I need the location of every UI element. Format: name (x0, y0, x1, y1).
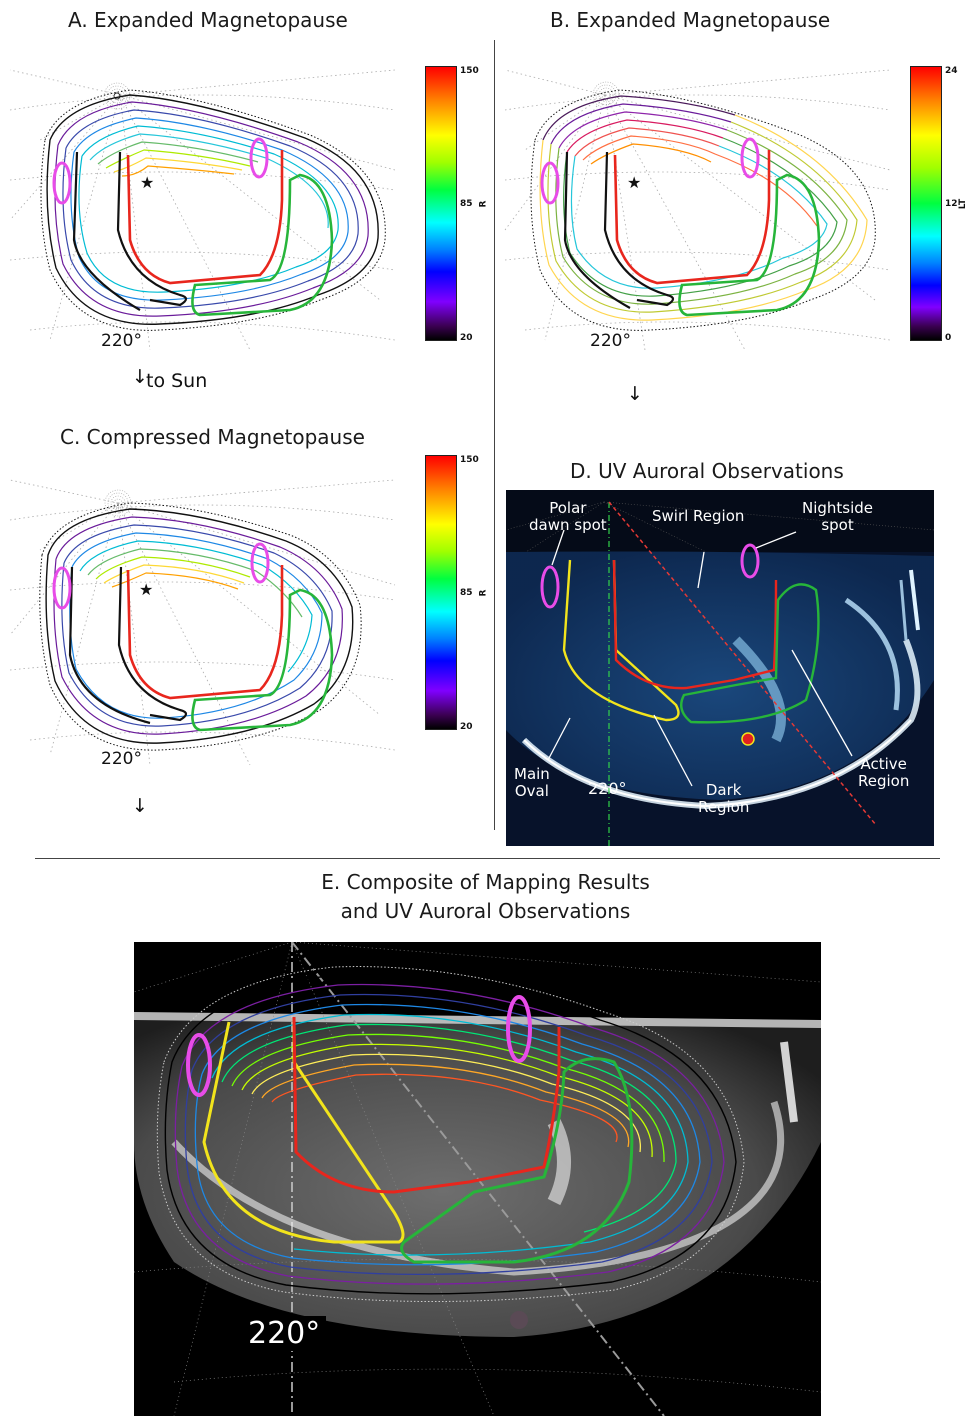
panel-b-title: B. Expanded Magnetopause (550, 8, 831, 32)
panel-c-map: ★ (9, 479, 396, 766)
nightside-spot-marker (740, 543, 760, 579)
nightside-spot-label: Nightside spot (802, 499, 874, 534)
panel-a-colorbar-tick-max: 150 (460, 66, 479, 76)
panel-b-map: ★ (504, 69, 891, 351)
sun-direction-arrow-icon: ↓ (132, 366, 148, 388)
polar-dawn-spot-marker (540, 565, 560, 609)
panel-e-angle-label: 220° (242, 1316, 327, 1351)
panel-a-colorbar-label: R (478, 200, 489, 208)
panel-c-title: C. Compressed Magnetopause (60, 425, 365, 449)
panel-e-title-line2: and UV Auroral Observations (340, 899, 631, 923)
panel-a-colorbar (425, 66, 457, 341)
panel-a-colorbar-tick-mid: 85 (460, 199, 473, 209)
star-marker-icon: ★ (627, 173, 641, 192)
panel-a-title: A. Expanded Magnetopause (68, 8, 348, 32)
horizontal-divider (35, 858, 940, 859)
panel-c-colorbar (425, 455, 457, 730)
panel-d-uv-image: Polar dawn spot Swirl Region Nightside s… (506, 490, 934, 846)
panel-c-sun-arrow-icon: ↓ (132, 795, 148, 817)
nightside-spot-marker (506, 995, 532, 1063)
panel-b-colorbar (910, 66, 942, 341)
sun-direction-label: to Sun (146, 370, 208, 392)
panel-b-colorbar-label: LT (958, 198, 969, 210)
panel-d-title: D. UV Auroral Observations (570, 459, 844, 483)
panel-d-angle-label: 220° (588, 779, 627, 798)
nightside-spot-marker (249, 137, 269, 179)
main-oval-label: Main Oval (514, 765, 550, 800)
panel-b-colorbar-tick-min: 0 (945, 333, 952, 343)
panel-c-colorbar-tick-min: 20 (460, 722, 473, 732)
panel-c-colorbar-label: R (478, 589, 489, 597)
nightside-spot-marker (250, 542, 270, 584)
polar-dawn-spot-marker (52, 566, 72, 610)
pole-marker-icon (113, 92, 121, 100)
footprint-dot-icon (741, 732, 755, 746)
nightside-spot-marker (740, 137, 760, 179)
panel-a-colorbar-tick-min: 20 (460, 333, 473, 343)
polar-dawn-spot-label: Polar dawn spot (529, 499, 607, 534)
star-marker-icon: ★ (140, 173, 154, 192)
dark-region-label: Dark Region (698, 781, 750, 816)
panel-c-colorbar-tick-max: 150 (460, 455, 479, 465)
active-region-label: Active Region (858, 755, 910, 790)
panel-b-colorbar-tick-mid: 12 (945, 199, 958, 209)
panel-c-angle-label: 220° (101, 749, 142, 769)
footprint-dot-icon (510, 1311, 528, 1329)
panel-e-composite-image: 220° (134, 942, 821, 1416)
polar-dawn-spot-marker (540, 161, 560, 205)
panel-b-angle-label: 220° (590, 331, 631, 351)
vertical-divider (494, 40, 495, 830)
panel-e-title-line1: E. Composite of Mapping Results (321, 870, 650, 894)
polar-dawn-spot-marker (52, 161, 72, 205)
panel-a-angle-label: 220° (101, 331, 142, 351)
polar-dawn-spot-marker (186, 1033, 212, 1097)
panel-c-colorbar-tick-mid: 85 (460, 588, 473, 598)
panel-a-map: ★ (9, 69, 396, 351)
swirl-region-label: Swirl Region (652, 507, 745, 525)
panel-b-sun-arrow-icon: ↓ (627, 383, 643, 405)
panel-b-colorbar-tick-max: 24 (945, 66, 958, 76)
star-marker-icon: ★ (139, 580, 153, 599)
